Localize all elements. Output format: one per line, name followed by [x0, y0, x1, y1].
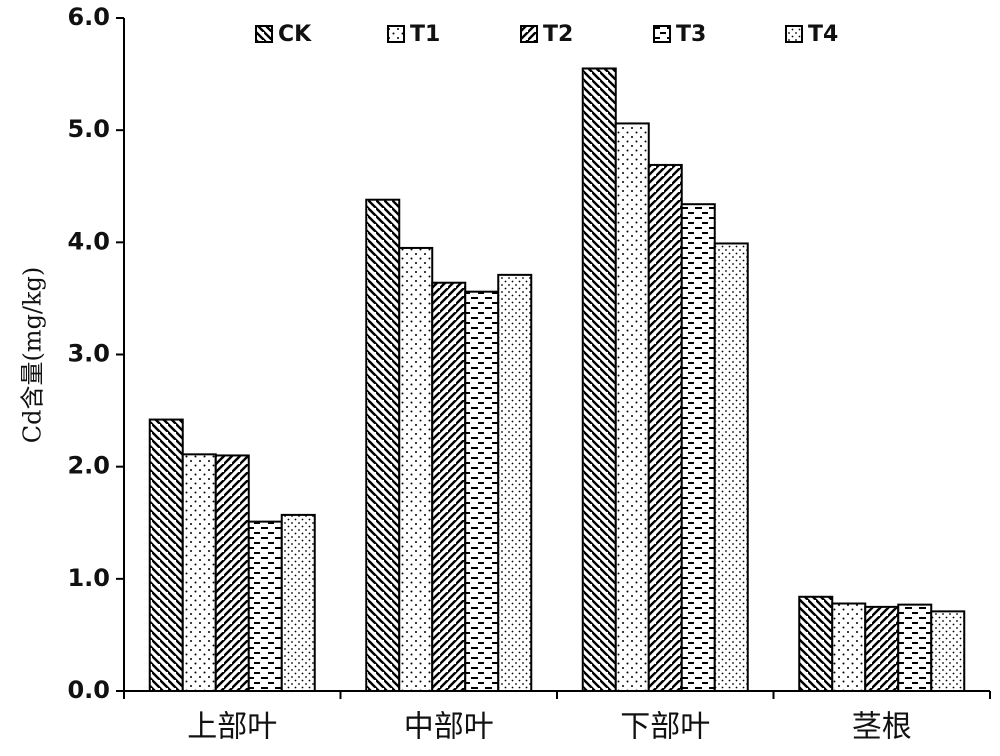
y-tick-label: 5.0 [67, 115, 110, 143]
bar-ck-1 [365, 198, 401, 693]
bar-t4-3 [930, 610, 966, 693]
bar-t2-0 [214, 454, 250, 693]
legend-swatch-ck [255, 25, 273, 43]
bar-t3-2 [680, 203, 716, 693]
legend-label-t2: T2 [543, 22, 573, 47]
legend-label-t3: T3 [676, 22, 706, 47]
bar-t4-2 [713, 242, 749, 693]
y-tick-label: 6.0 [67, 3, 110, 31]
legend-swatch-t4 [785, 25, 803, 43]
bar-t4-0 [280, 513, 316, 692]
bar-ck-3 [798, 595, 834, 693]
x-category-label: 上部叶 [187, 710, 277, 745]
legend: CK T1 T2 T3 T4 [255, 22, 838, 47]
bar-t1-0 [181, 453, 217, 692]
bar-t4-1 [497, 273, 533, 692]
x-category-label: 中部叶 [404, 710, 494, 745]
legend-label-ck: CK [278, 22, 312, 47]
bar-t2-3 [864, 605, 900, 692]
x-axis-labels: 上部叶 中部叶 下部叶 茎根 [123, 691, 991, 745]
bar-t3-1 [464, 290, 500, 692]
bar-ck-2 [581, 67, 617, 693]
y-axis-title: Cd含量(mg/kg) [19, 267, 47, 444]
x-category-label: 下部叶 [620, 710, 710, 745]
y-axis-ticks: 0.0 1.0 2.0 3.0 4.0 5.0 6.0 [67, 3, 124, 704]
legend-swatch-t3 [653, 25, 671, 43]
x-category-label: 茎根 [852, 710, 912, 745]
legend-label-t1: T1 [410, 22, 440, 47]
legend-swatch-t1 [387, 25, 405, 43]
bar-t3-3 [897, 603, 933, 692]
bars-group [148, 67, 966, 693]
bar-t1-1 [398, 246, 434, 692]
bar-t2-1 [431, 281, 467, 692]
legend-label-t4: T4 [808, 22, 838, 47]
y-tick-label: 1.0 [67, 564, 110, 592]
y-tick-label: 4.0 [67, 227, 110, 255]
bar-t1-2 [614, 122, 650, 693]
legend-swatch-t2 [520, 25, 538, 43]
y-tick-label: 0.0 [67, 676, 110, 704]
y-tick-label: 3.0 [67, 340, 110, 368]
y-tick-label: 2.0 [67, 452, 110, 480]
bar-t3-0 [247, 520, 283, 693]
bar-t1-3 [831, 602, 867, 693]
bar-t2-2 [647, 163, 683, 692]
bar-ck-0 [148, 418, 184, 692]
